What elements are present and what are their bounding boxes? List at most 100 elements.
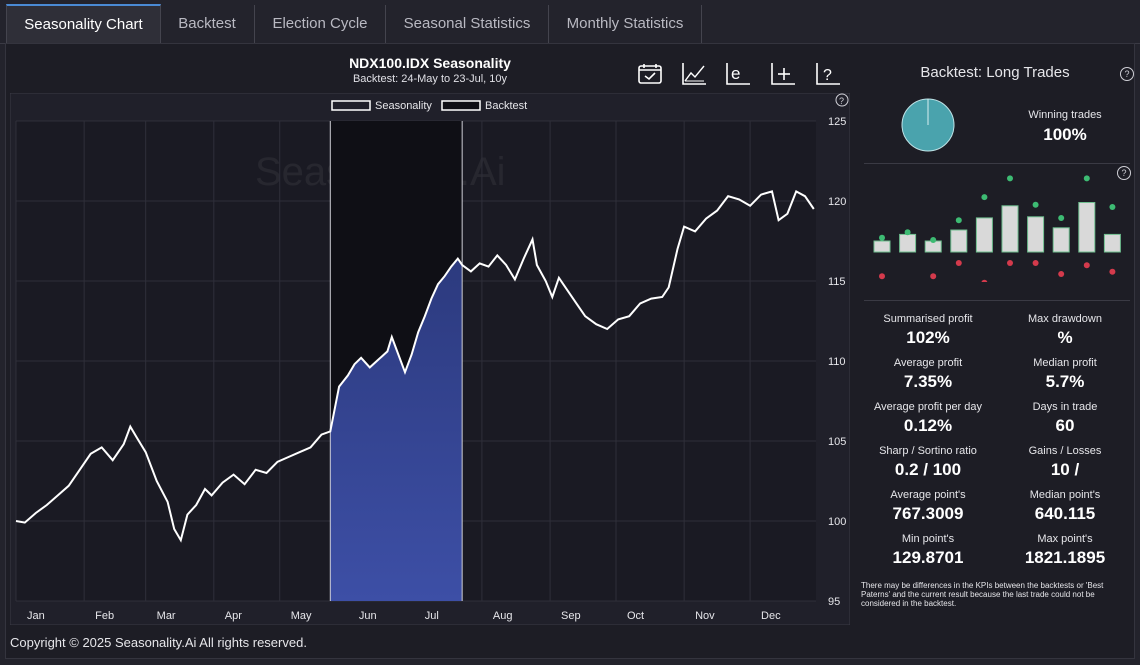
stat-gains-losses: Gains / Losses 10 / [995,445,1135,480]
trades-bar-chart [873,175,1121,282]
stat-value: 5.7% [1045,372,1085,391]
divider-bottom [864,300,1130,301]
y-tick-label: 105 [828,436,846,448]
trade-bar [975,217,993,253]
trades-help-icon[interactable]: ? [1117,166,1131,180]
tab-monthly-statistics[interactable]: Monthly Statistics [549,5,702,43]
chart-help-glyph: ? [839,96,844,106]
stat-value: 102% [906,328,950,347]
legend-swatch-seasonality[interactable] [331,100,371,111]
stat-label: Min point's [901,533,955,545]
trade-profit-dot [1032,201,1039,208]
winning-trades-value: 100% [1043,125,1087,144]
stat-days-in-trade: Days in trade 60 [995,401,1135,436]
stat-average-profit-per-day: Average profit per day 0.12% [858,401,998,436]
stat-average-point-s: Average point's 767.3009 [858,489,998,524]
y-tick-label: 115 [828,276,846,288]
y-tick-label: 95 [828,596,840,608]
x-tick-label: Apr [225,610,242,622]
legend: Seasonality Backtest [331,100,527,112]
stat-average-profit: Average profit 7.35% [858,357,998,392]
legend-swatch-backtest[interactable] [441,100,481,111]
stat-median-profit: Median profit 5.7% [995,357,1135,392]
stat-value: 767.3009 [892,504,964,523]
stat-label: Max drawdown [1028,313,1102,325]
x-tick-label: Oct [627,610,644,622]
trade-loss-dot [955,260,962,266]
stat-label: Median point's [1029,489,1101,501]
kpi-note: There may be differences in the KPIs bet… [861,581,1104,608]
tab-backtest[interactable]: Backtest [160,5,255,43]
trade-bar [1103,233,1121,253]
stat-label: Summarised profit [883,313,973,325]
stat-value: 60 [1055,416,1075,435]
tab-seasonality-chart[interactable]: Seasonality Chart [6,4,161,44]
trade-bar [1027,216,1045,253]
divider-top [864,163,1130,164]
trade-profit-dot [955,217,962,224]
stat-value: 129.8701 [892,548,964,567]
legend-label-seasonality[interactable]: Seasonality [375,100,432,112]
x-tick-label: Jan [27,610,45,622]
x-tick-label: Feb [95,610,114,622]
stat-label: Average profit [893,357,963,369]
svg-text:e: e [731,64,740,83]
plus-axis-icon[interactable] [769,61,797,87]
trade-bar [899,233,917,253]
trade-profit-dot [879,234,885,241]
chart-subtitle: Backtest: 24-May to 23-Jul, 10y [352,73,508,85]
question-axis-icon[interactable]: ? [814,61,842,87]
e-axis-icon[interactable]: e [724,61,752,87]
winning-trades-label: Winning trades [1028,109,1102,121]
svg-text:?: ? [823,67,832,84]
trade-profit-dot [904,229,911,236]
tab-election-cycle[interactable]: Election Cycle [255,5,386,43]
stat-label: Gains / Losses [1028,445,1102,457]
trade-profit-dot [1007,175,1013,182]
trade-bar [873,240,891,253]
chart-title: NDX100.IDX Seasonality [349,55,511,71]
x-tick-label: Aug [493,610,513,622]
y-tick-label: 100 [828,516,846,528]
x-tick-label: Sep [561,610,581,622]
stat-label: Median profit [1033,357,1097,369]
stat-label: Sharp / Sortino ratio [879,445,977,457]
backtest-help-icon[interactable]: ? [1120,67,1134,81]
tab-seasonal-statistics[interactable]: Seasonal Statistics [386,5,549,43]
x-tick-label: Mar [157,610,176,622]
stat-sharp-sortino-ratio: Sharp / Sortino ratio 0.2 / 100 [858,445,998,480]
trade-loss-dot [981,279,988,282]
trade-profit-dot [1083,175,1090,182]
stat-max-point-s: Max point's 1821.1895 [995,533,1135,568]
x-tick-label: Jul [425,610,439,622]
x-tick-label: Jun [359,610,377,622]
stat-label: Days in trade [1032,401,1098,413]
trade-profit-dot [1109,204,1116,210]
trade-profit-dot [981,194,988,201]
trade-profit-dot [930,237,937,243]
trade-loss-dot [1109,268,1116,275]
stat-label: Max point's [1037,533,1093,545]
trade-loss-dot [1058,271,1065,277]
trade-profit-dot [1058,215,1065,221]
stat-value: 640.115 [1034,504,1096,523]
calendar-check-icon[interactable] [636,61,664,87]
trade-bar [1078,202,1096,253]
trade-loss-dot [1032,260,1039,266]
stat-median-point-s: Median point's 640.115 [995,489,1135,524]
trend-chart-icon[interactable] [680,61,708,87]
stat-value: 10 / [1050,460,1080,479]
trade-bar [950,229,968,253]
stat-min-point-s: Min point's 129.8701 [858,533,998,568]
tab-bar: Seasonality Chart Backtest Election Cycl… [0,0,1140,44]
x-tick-label: Dec [761,610,781,622]
x-tick-label: May [291,610,312,622]
backtest-area [330,258,463,601]
chart-help-icon[interactable] [835,93,849,107]
stat-value: 1821.1895 [1024,548,1106,567]
backtest-title: Backtest: Long Trades [920,64,1070,81]
legend-label-backtest[interactable]: Backtest [485,100,527,112]
stat-max-drawdown: Max drawdown% [995,313,1135,348]
stat-label: Average profit per day [873,401,983,413]
